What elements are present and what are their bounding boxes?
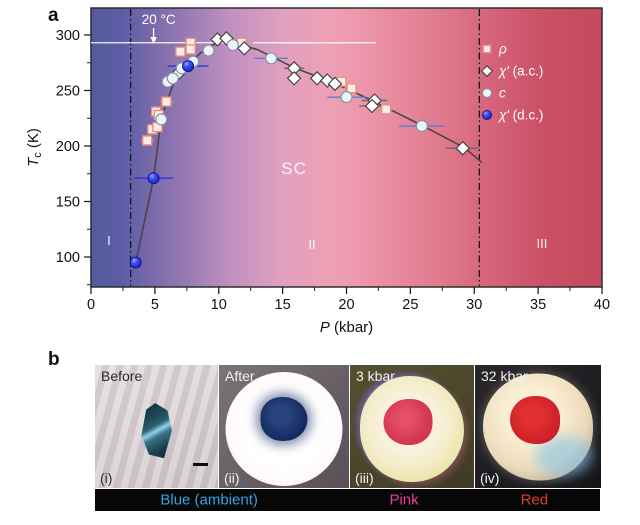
scale-bar [193, 463, 208, 466]
photo-label: After [225, 368, 255, 384]
photo-sublabel: (iv) [480, 470, 500, 486]
svg-text:c: c [499, 86, 506, 101]
svg-text:15: 15 [275, 297, 291, 313]
caption-bar: Blue (ambient) Pink Red [95, 489, 600, 511]
svg-text:35: 35 [530, 297, 546, 313]
svg-text:20: 20 [338, 297, 354, 313]
svg-text:III: III [537, 236, 548, 251]
photo-strip: Before (i) After (ii) 3 kbar (iii) 32 kb… [95, 365, 601, 488]
svg-text:200: 200 [56, 139, 80, 155]
blue-crystal-sample [136, 401, 178, 461]
photo-sublabel: (i) [100, 470, 113, 486]
svg-text:40: 40 [594, 297, 610, 313]
svg-text:χ′ (a.c.): χ′ (a.c.) [498, 64, 543, 79]
svg-text:ρ: ρ [498, 42, 507, 57]
svg-text:250: 250 [56, 84, 80, 100]
svg-text:χ′ (d.c.): χ′ (d.c.) [498, 108, 543, 123]
svg-text:5: 5 [151, 297, 159, 313]
caption-pink: Pink [389, 491, 419, 509]
svg-text:P (kbar): P (kbar) [320, 319, 373, 336]
svg-text:Tc (K): Tc (K) [25, 128, 44, 167]
svg-text:100: 100 [56, 250, 80, 266]
svg-text:0: 0 [87, 297, 95, 313]
caption-red: Red [520, 491, 549, 509]
photo-before: Before (i) [95, 365, 218, 488]
panel-a-label: a [48, 5, 59, 26]
photo-label: 3 kbar [356, 368, 395, 384]
photo-label: 32 kbar [481, 368, 528, 384]
svg-text:10: 10 [211, 297, 227, 313]
svg-text:25: 25 [402, 297, 418, 313]
blue-sample-core [260, 397, 308, 442]
svg-text:150: 150 [56, 195, 80, 211]
svg-text:SC: SC [281, 159, 307, 178]
photo-label: Before [101, 368, 143, 384]
photo-sublabel: (iii) [355, 470, 374, 486]
photo-32kbar: 32 kbar (iv) [475, 365, 601, 488]
svg-text:20 °C: 20 °C [142, 12, 176, 27]
svg-text:300: 300 [56, 28, 80, 44]
red-sample-core [510, 396, 561, 445]
svg-text:II: II [308, 237, 315, 252]
pink-sample-core [383, 398, 433, 445]
svg-text:I: I [107, 233, 111, 248]
photo-3kbar: 3 kbar (iii) [350, 365, 474, 488]
photo-after: After (ii) [219, 365, 349, 488]
caption-blue: Blue (ambient) [160, 491, 258, 509]
photo-sublabel: (ii) [224, 470, 240, 486]
panel-b-label: b [48, 349, 60, 370]
phase-diagram: 20 °C I II III SC ρ χ′ (a.c.) c χ′ (d.c.) 0 5 10 15 2… [25, 7, 610, 336]
svg-text:30: 30 [466, 297, 482, 313]
